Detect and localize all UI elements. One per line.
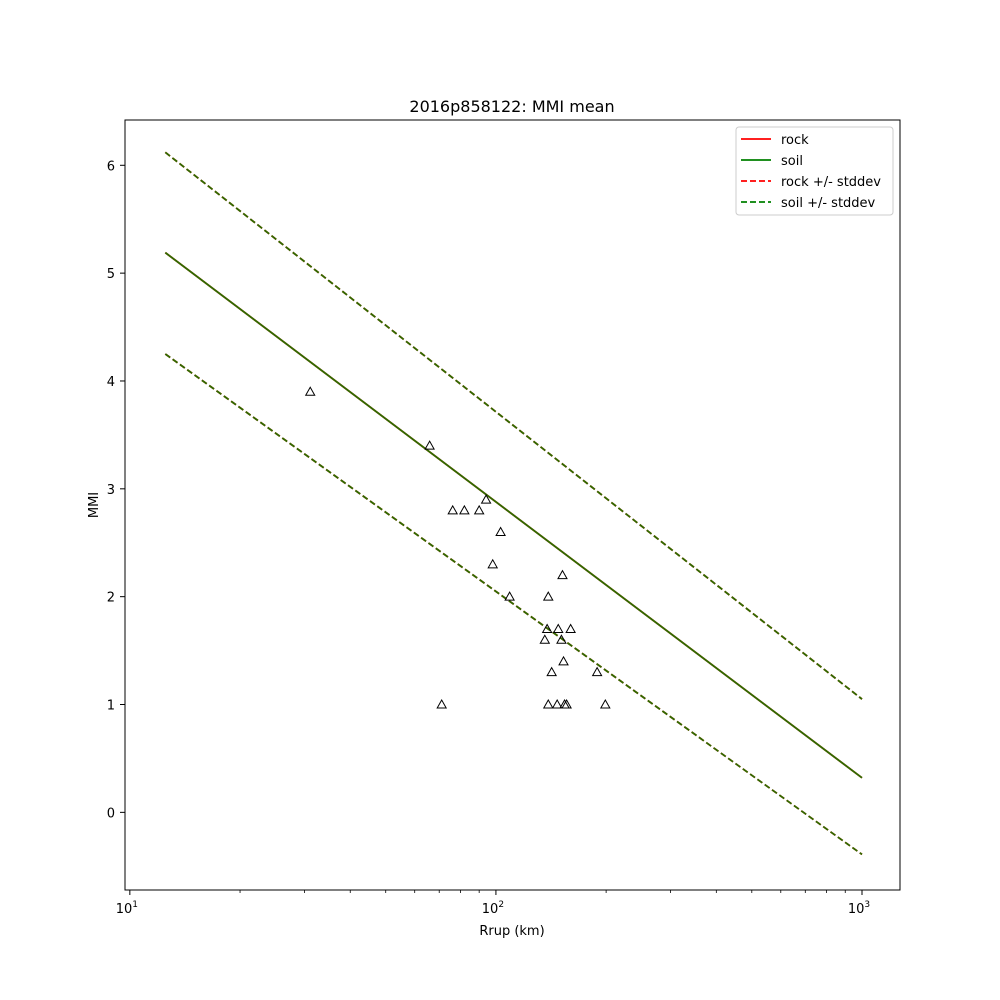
data-point xyxy=(473,504,485,515)
y-tick-label: 5 xyxy=(107,267,115,282)
y-tick-label: 4 xyxy=(107,375,115,390)
series-line-soil xyxy=(164,251,863,779)
y-tick-label: 6 xyxy=(107,159,115,174)
series-line-soil-stddev-lower xyxy=(164,353,863,856)
legend-label: rock xyxy=(781,133,809,148)
x-tick-base: 10 xyxy=(482,902,499,917)
x-axis-label: Rrup (km) xyxy=(479,924,544,939)
y-axis-ticks: 0 1 2 3 4 5 6 xyxy=(107,159,125,821)
data-point xyxy=(459,504,470,515)
x-tick-exponent: 3 xyxy=(864,900,870,910)
observation-points xyxy=(304,386,611,709)
data-point xyxy=(556,634,567,644)
data-point xyxy=(480,494,492,504)
legend-frame xyxy=(735,126,894,216)
data-point xyxy=(539,634,551,644)
data-point xyxy=(304,386,316,396)
data-point xyxy=(558,655,569,666)
data-point xyxy=(487,558,499,569)
data-point xyxy=(424,440,435,450)
data-point xyxy=(557,569,568,580)
y-axis-label: MMI xyxy=(87,492,102,518)
legend-label: soil xyxy=(781,154,803,169)
data-point xyxy=(552,623,564,634)
x-tick-base: 10 xyxy=(116,902,133,917)
data-point xyxy=(495,526,506,536)
data-point xyxy=(591,666,603,677)
x-tick-exponent: 1 xyxy=(132,900,138,910)
x-tick-base: 10 xyxy=(848,902,865,917)
legend-label: soil +/- stddev xyxy=(781,196,876,211)
data-point xyxy=(599,698,611,709)
data-point xyxy=(551,698,563,709)
x-tick-label: 101 xyxy=(116,900,138,917)
y-tick-label: 0 xyxy=(107,806,115,821)
y-tick-label: 2 xyxy=(107,591,115,606)
y-tick-label: 3 xyxy=(107,483,115,498)
legend-label: rock +/- stddev xyxy=(781,175,881,190)
data-point xyxy=(541,623,553,634)
data-point xyxy=(436,698,448,709)
plot-frame xyxy=(124,119,901,891)
x-tick-exponent: 2 xyxy=(498,900,504,910)
x-tick-label: 102 xyxy=(482,900,504,917)
data-point xyxy=(542,591,554,601)
x-tick-label: 103 xyxy=(848,900,870,917)
data-point xyxy=(504,591,515,601)
plot-area xyxy=(125,120,900,890)
y-tick-label: 1 xyxy=(107,699,115,714)
legend: rock soil rock +/- stddev soil +/- stddev xyxy=(735,126,894,216)
data-point xyxy=(565,623,577,634)
data-point xyxy=(447,504,459,515)
series-lines xyxy=(164,151,863,856)
data-point xyxy=(542,698,554,709)
data-point xyxy=(546,666,558,677)
chart-title: 2016p858122: MMI mean xyxy=(409,97,614,116)
x-axis-ticks: 101 102 103 xyxy=(116,890,870,917)
series-line-soil-stddev-upper xyxy=(164,151,863,700)
data-point xyxy=(561,698,572,709)
